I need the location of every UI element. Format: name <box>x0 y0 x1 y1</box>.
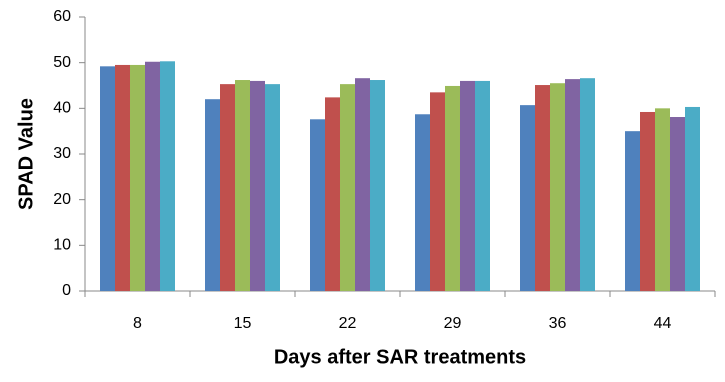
bar <box>355 78 370 292</box>
y-tick-label: 60 <box>53 8 71 25</box>
bar <box>235 80 250 292</box>
y-tick-label: 0 <box>62 282 71 299</box>
bar <box>625 131 640 291</box>
bar <box>640 111 655 291</box>
bar <box>325 97 340 291</box>
bar <box>340 84 355 291</box>
bar <box>580 78 595 292</box>
x-tick-label: 29 <box>444 315 462 332</box>
bar <box>160 61 175 292</box>
bar <box>250 80 265 291</box>
bar <box>655 108 670 291</box>
bar <box>535 85 550 291</box>
y-axis-title: SPAD Value <box>15 98 37 210</box>
y-tick-label: 10 <box>53 237 71 254</box>
y-tick-label: 20 <box>53 191 71 208</box>
bar <box>130 64 145 291</box>
bar <box>415 114 430 292</box>
bar <box>370 80 385 292</box>
x-axis-title: Days after SAR treatments <box>274 346 526 368</box>
x-tick-label: 44 <box>654 315 672 332</box>
bar <box>220 84 235 291</box>
bar <box>265 84 280 291</box>
bar <box>550 83 565 291</box>
bar <box>100 66 115 291</box>
x-tick-label: 8 <box>133 315 142 332</box>
y-tick-label: 30 <box>53 145 71 162</box>
bar <box>310 119 325 291</box>
bar <box>445 85 460 291</box>
bar <box>145 61 160 292</box>
y-tick-label: 50 <box>53 54 71 71</box>
bar <box>670 117 685 291</box>
bar <box>205 99 220 291</box>
bar <box>460 80 475 291</box>
bar <box>475 80 490 291</box>
bar <box>685 106 700 291</box>
bar <box>430 92 445 291</box>
x-tick-label: 36 <box>549 315 567 332</box>
x-tick-label: 22 <box>339 315 357 332</box>
bar <box>565 79 580 292</box>
x-tick-label: 15 <box>234 315 252 332</box>
bar <box>520 105 535 292</box>
bar <box>115 64 130 291</box>
y-tick-label: 40 <box>53 100 71 117</box>
